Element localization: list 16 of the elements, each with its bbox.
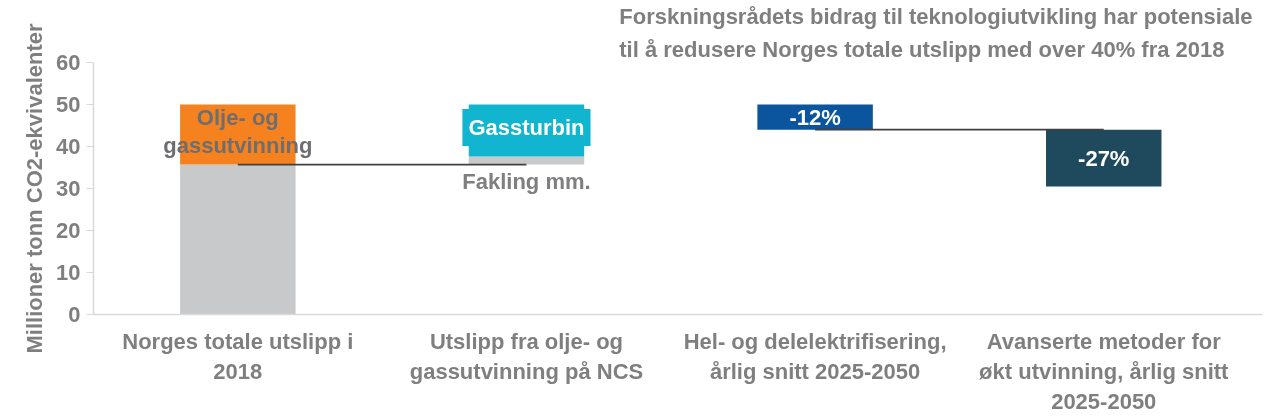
y-axis-title: Millioner tonn CO2-ekvivalenter bbox=[22, 23, 48, 354]
chart-title: Forskningsrådets bidrag til teknologiutvikling har potensiale til å redusere Norges totale utslipp med over 40% fra 2018 bbox=[619, 4, 1253, 62]
y-tick-label: 40 bbox=[56, 134, 81, 159]
x-tick-label: Avanserte metoder for økt utvinning, årlig snitt 2025-2050 bbox=[979, 328, 1230, 414]
y-tick-label: 20 bbox=[56, 218, 81, 243]
x-tick-label: Hel- og delelektrifisering, årlig snitt 2025-2050 bbox=[683, 328, 947, 384]
x-tick-label: Utslipp fra olje- og gassutvinning på NCS bbox=[409, 328, 644, 384]
y-tick-label: 60 bbox=[56, 50, 81, 75]
y-tick-label: 50 bbox=[56, 92, 81, 117]
y-tick-label: 0 bbox=[68, 302, 81, 327]
annotation: -12% bbox=[789, 104, 841, 130]
x-tick-label: Norges totale utslipp i 2018 bbox=[122, 328, 354, 384]
annotation: -27% bbox=[1078, 145, 1130, 171]
y-tick-label: 30 bbox=[56, 176, 81, 201]
series-label: Fakling mm. bbox=[462, 168, 591, 194]
y-tick-label: 10 bbox=[56, 260, 81, 285]
